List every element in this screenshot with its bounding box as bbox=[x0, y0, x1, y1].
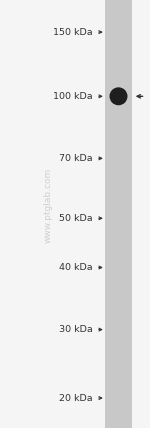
Text: 40 kDa: 40 kDa bbox=[59, 263, 93, 272]
Text: 100 kDa: 100 kDa bbox=[53, 92, 93, 101]
Text: 150 kDa: 150 kDa bbox=[53, 27, 93, 37]
Ellipse shape bbox=[110, 87, 128, 105]
Text: www.ptglab.com: www.ptglab.com bbox=[44, 168, 52, 243]
Text: 30 kDa: 30 kDa bbox=[59, 325, 93, 334]
Text: 50 kDa: 50 kDa bbox=[59, 214, 93, 223]
Bar bbox=[105, 0, 132, 428]
Text: 20 kDa: 20 kDa bbox=[59, 393, 93, 403]
Text: 70 kDa: 70 kDa bbox=[59, 154, 93, 163]
